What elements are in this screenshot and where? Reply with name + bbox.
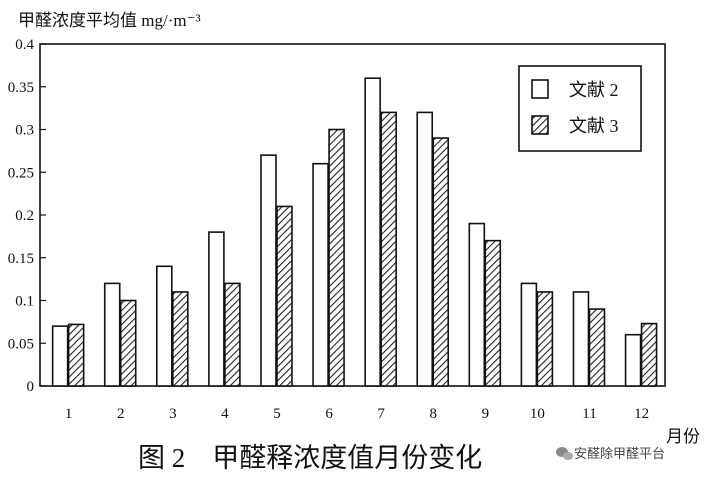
- y-axis-label: 甲醛浓度平均值 mg/·m⁻³: [18, 11, 201, 30]
- y-tick-label: 0.1: [15, 294, 34, 310]
- bar-series-2: [224, 282, 241, 387]
- bar-series-2: [172, 291, 189, 387]
- y-tick-label: 0.35: [8, 80, 34, 96]
- bar-series-1: [208, 231, 225, 387]
- bar-series-1: [103, 282, 121, 387]
- legend-label: 文献 2: [569, 80, 619, 100]
- x-tick-label: 7: [377, 406, 385, 422]
- watermark: 安醛除甲醛平台: [556, 446, 665, 462]
- y-tick-label: 0.2: [15, 208, 34, 224]
- bar-series-2: [276, 205, 293, 387]
- bar-series-2: [119, 299, 137, 387]
- bar-series-1: [572, 291, 590, 387]
- bar-series-2: [588, 308, 606, 387]
- x-tick-label: 11: [582, 406, 596, 422]
- bar-series-2: [328, 128, 345, 387]
- bar-series-1: [624, 333, 642, 387]
- bar-series-1: [520, 282, 538, 387]
- x-tick-label: 2: [117, 406, 125, 422]
- x-tick-label: 12: [634, 406, 649, 422]
- x-tick-label: 3: [169, 406, 177, 422]
- legend-box: [518, 65, 642, 152]
- bar-series-1: [312, 162, 329, 387]
- x-tick-label: 4: [221, 406, 229, 422]
- y-tick-label: 0: [27, 379, 35, 395]
- bar-series-1: [364, 77, 381, 387]
- figure-caption: 图 2 甲醛释浓度值月份变化: [138, 443, 482, 473]
- x-tick-label: 8: [429, 406, 437, 422]
- bar-series-2: [432, 137, 450, 387]
- x-tick-label: 9: [482, 406, 490, 422]
- y-tick-label: 0.15: [8, 251, 34, 267]
- bar-series-2: [640, 322, 658, 387]
- bar-series-2: [536, 291, 554, 387]
- bar-series-1: [416, 111, 434, 387]
- bar-series-1: [260, 154, 277, 387]
- bar-series-2: [484, 239, 502, 387]
- x-tick-label: 6: [325, 406, 333, 422]
- wechat-icon: [556, 447, 573, 460]
- y-tick-label: 0.05: [8, 336, 34, 352]
- bar-series-2: [380, 111, 397, 387]
- bar-series-2: [67, 323, 85, 387]
- y-tick-label: 0.3: [15, 123, 34, 139]
- bar-series-1: [51, 325, 69, 387]
- x-axis-label: 月份: [666, 427, 700, 446]
- x-tick-label: 10: [530, 406, 545, 422]
- x-tick-label: 1: [65, 406, 73, 422]
- bar-series-1: [468, 222, 486, 387]
- y-tick-label: 0.25: [8, 165, 34, 181]
- plot-area: 00.050.10.150.20.250.30.350.41 2 3 4 5 6 7 8 9 10…: [8, 37, 666, 422]
- bar-series-1: [156, 265, 173, 387]
- x-tick-label: 5: [273, 406, 281, 422]
- y-tick-label: 0.4: [15, 37, 34, 53]
- legend-label: 文献 3: [569, 116, 619, 136]
- legend-swatch-series-2: [531, 115, 549, 135]
- watermark-text: 安醛除甲醛平台: [574, 446, 665, 462]
- legend-swatch-series-1: [531, 79, 549, 99]
